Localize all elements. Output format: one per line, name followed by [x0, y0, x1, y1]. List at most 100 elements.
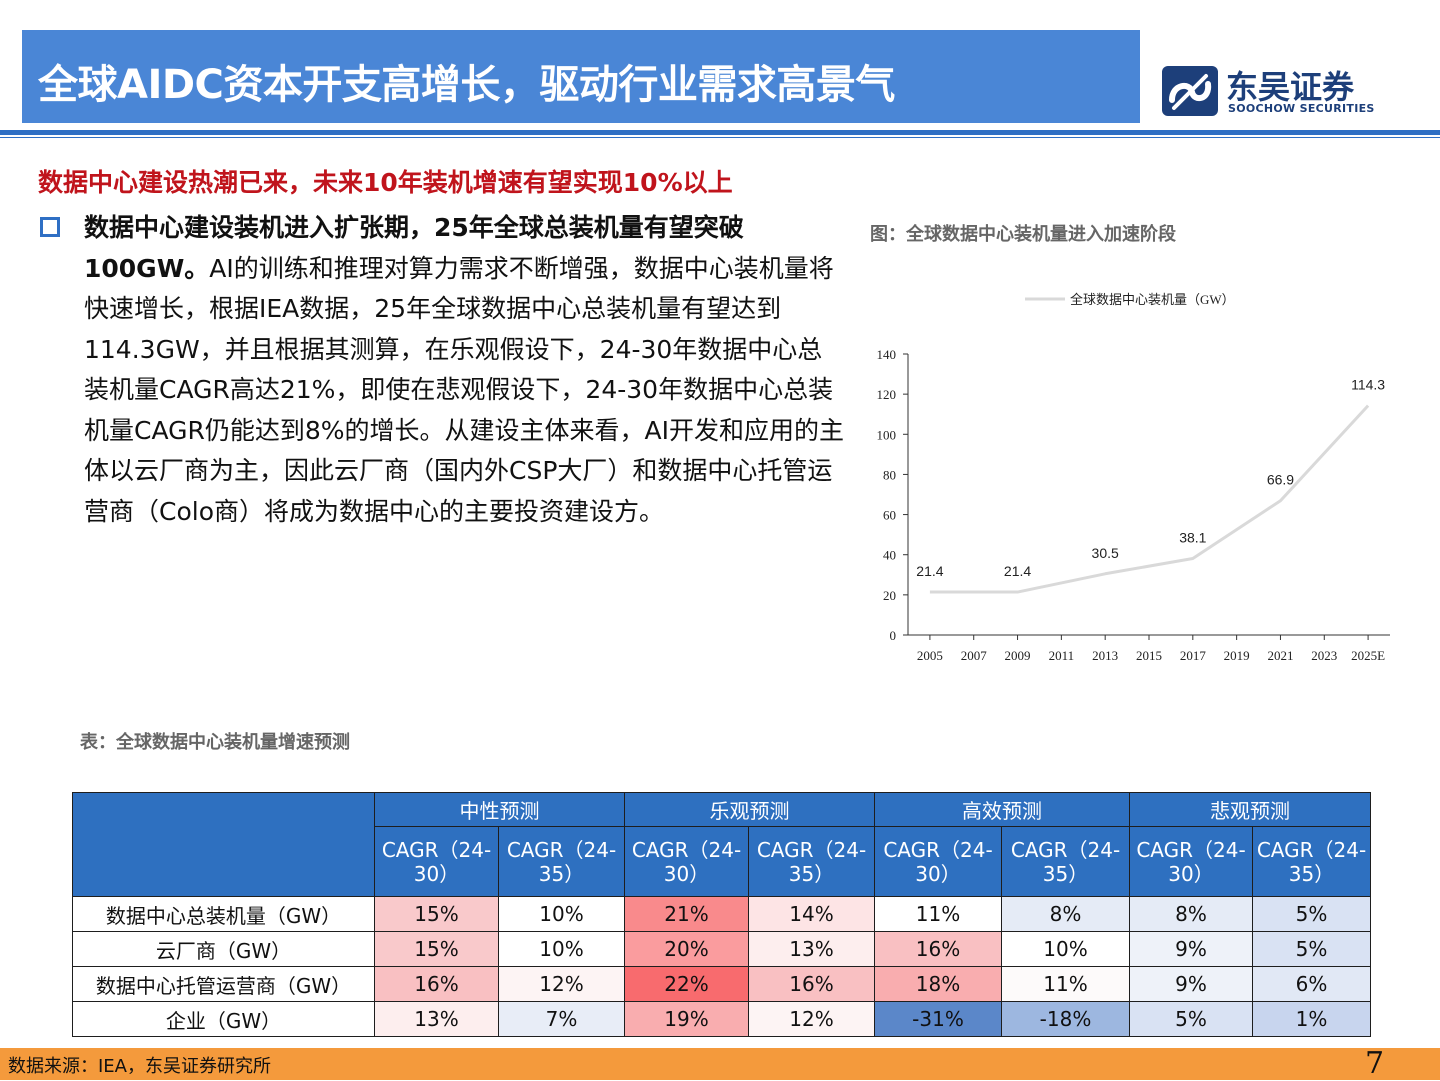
table-cell: 7%	[498, 1001, 625, 1037]
table-subheader: CAGR（24-35）	[1001, 826, 1130, 897]
table-cell: -18%	[1001, 1001, 1130, 1037]
series-line	[929, 404, 1370, 594]
table-cell: 13%	[748, 931, 875, 967]
y-tick-label: 0	[890, 628, 897, 643]
table-cell: 22%	[624, 966, 749, 1002]
table-cell: 16%	[374, 966, 499, 1002]
table-cell: 14%	[748, 896, 875, 932]
table-cell: 19%	[624, 1001, 749, 1037]
footer-bar	[0, 1048, 1440, 1080]
table-row: 企业（GW） 13% 7% 19% 12% -31% -18% 5% 1%	[72, 1001, 1371, 1037]
x-tick-label: 2009	[1005, 648, 1031, 663]
logo-text-en: SOOCHOW SECURITIES	[1228, 102, 1375, 115]
header-band	[22, 30, 1140, 123]
table-group-header: 悲观预测	[1129, 792, 1371, 827]
table-group-header: 乐观预测	[624, 792, 875, 827]
table-row: 数据中心总装机量（GW） 15% 10% 21% 14% 11% 8% 8% 5%	[72, 896, 1371, 932]
table-cell: 6%	[1252, 966, 1371, 1002]
header-divider-thin	[0, 137, 1440, 138]
table-cell: 5%	[1252, 896, 1371, 932]
data-label: 114.3	[1351, 377, 1385, 393]
data-label: 30.5	[1092, 545, 1119, 561]
table-cell: 13%	[374, 1001, 499, 1037]
paragraph-body: AI的训练和推理对算力需求不断增强，数据中心装机量将快速增长，根据IEA数据，2…	[84, 253, 844, 526]
x-tick-label: 2017	[1180, 648, 1207, 663]
figure-caption: 图：全球数据中心装机量进入加速阶段	[870, 224, 1176, 245]
table-row-label: 企业（GW）	[72, 1001, 375, 1037]
data-label: 38.1	[1179, 530, 1206, 546]
x-tick-label: 2021	[1267, 648, 1293, 663]
x-tick-label: 2019	[1224, 648, 1250, 663]
body-paragraph: 数据中心建设装机进入扩张期，25年全球总装机量有望突破100GW。AI的训练和推…	[84, 208, 844, 532]
table-cell: 10%	[1001, 931, 1130, 967]
data-label: 21.4	[916, 563, 943, 579]
x-tick-label: 2013	[1092, 648, 1118, 663]
table-cell: 10%	[498, 931, 625, 967]
table-cell: 15%	[374, 896, 499, 932]
installed-capacity-line-chart: 0 20 40 60 80 100 120 140 2005 2007 2009 2011 2013 20…	[877, 292, 1390, 663]
legend-label: 全球数据中心装机量（GW）	[1070, 292, 1235, 307]
table-cell: 11%	[1001, 966, 1130, 1002]
x-tick-label: 2025E	[1351, 648, 1385, 663]
growth-forecast-table: 中性预测 乐观预测 高效预测 悲观预测 CAGR（24-30） CAGR（24-35） C…	[72, 792, 1371, 1037]
data-source: 数据来源：IEA，东吴证券研究所	[8, 1056, 271, 1077]
table-subheader: CAGR（24-30）	[874, 826, 1002, 897]
table-corner-cell	[72, 792, 375, 897]
data-label: 21.4	[1004, 563, 1031, 579]
y-tick-label: 60	[883, 508, 896, 523]
table-cell: 8%	[1001, 896, 1130, 932]
table-subheader: CAGR（24-35）	[748, 826, 875, 897]
table-cell: 18%	[874, 966, 1002, 1002]
section-subtitle: 数据中心建设热潮已来，未来10年装机增速有望实现10%以上	[38, 168, 733, 197]
x-tick-label: 2007	[961, 648, 988, 663]
x-tick-label: 2015	[1136, 648, 1162, 663]
table-cell: 16%	[874, 931, 1002, 967]
data-label: 66.9	[1267, 472, 1294, 488]
table-subheader: CAGR（24-30）	[1129, 826, 1253, 897]
table-cell: 5%	[1129, 1001, 1253, 1037]
table-group-header: 中性预测	[374, 792, 625, 827]
table-row: 云厂商（GW） 15% 10% 20% 13% 16% 10% 9% 5%	[72, 931, 1371, 967]
table-subheader: CAGR（24-30）	[624, 826, 749, 897]
soochow-logo-icon	[1162, 66, 1218, 116]
table-cell: 10%	[498, 896, 625, 932]
y-tick-label: 100	[877, 427, 897, 442]
table-cell: 15%	[374, 931, 499, 967]
y-tick-label: 20	[883, 588, 896, 603]
y-tick-label: 40	[883, 548, 896, 563]
table-group-header-row: 中性预测 乐观预测 高效预测 悲观预测	[72, 792, 1371, 897]
page-title: 全球AIDC资本开支高增长，驱动行业需求高景气	[38, 62, 895, 108]
table-cell: -31%	[874, 1001, 1002, 1037]
table-row-label: 数据中心托管运营商（GW）	[72, 966, 375, 1002]
logo-text-cn: 东吴证券	[1226, 68, 1355, 106]
table-row-label: 数据中心总装机量（GW）	[72, 896, 375, 932]
table-cell: 11%	[874, 896, 1002, 932]
table-cell: 16%	[748, 966, 875, 1002]
paragraph-lead: 数据中心建设装机进入扩张期，25年全球总装机量有望突破100GW。	[84, 213, 744, 283]
table-row-label: 云厂商（GW）	[72, 931, 375, 967]
bullet-square-icon	[40, 217, 60, 237]
table-cell: 12%	[498, 966, 625, 1002]
y-tick-label: 140	[877, 347, 897, 362]
table-subheader: CAGR（24-35）	[498, 826, 625, 897]
table-subheader: CAGR（24-30）	[374, 826, 499, 897]
table-group-header: 高效预测	[874, 792, 1130, 827]
page-number: 7	[1365, 1046, 1385, 1081]
table-cell: 21%	[624, 896, 749, 932]
x-tick-label: 2023	[1311, 648, 1337, 663]
brand-logo: 东吴证券 SOOCHOW SECURITIES	[1162, 66, 1422, 120]
header-divider	[0, 130, 1440, 135]
table-cell: 20%	[624, 931, 749, 967]
table-cell: 1%	[1252, 1001, 1371, 1037]
x-tick-label: 2005	[917, 648, 943, 663]
y-tick-label: 120	[877, 387, 897, 402]
y-tick-label: 80	[883, 467, 896, 482]
table-subheader-row: CAGR（24-30） CAGR（24-35） CAGR（24-30） CAGR（24…	[73, 826, 1371, 897]
table-row: 数据中心托管运营商（GW） 16% 12% 22% 16% 18% 11% 9% 6%	[72, 966, 1371, 1002]
table-subheader: CAGR（24-35）	[1252, 826, 1371, 897]
x-tick-label: 2011	[1049, 648, 1075, 663]
table-caption: 表：全球数据中心装机量增速预测	[80, 732, 350, 753]
table-cell: 12%	[748, 1001, 875, 1037]
table-cell: 9%	[1129, 931, 1253, 967]
table-cell: 8%	[1129, 896, 1253, 932]
